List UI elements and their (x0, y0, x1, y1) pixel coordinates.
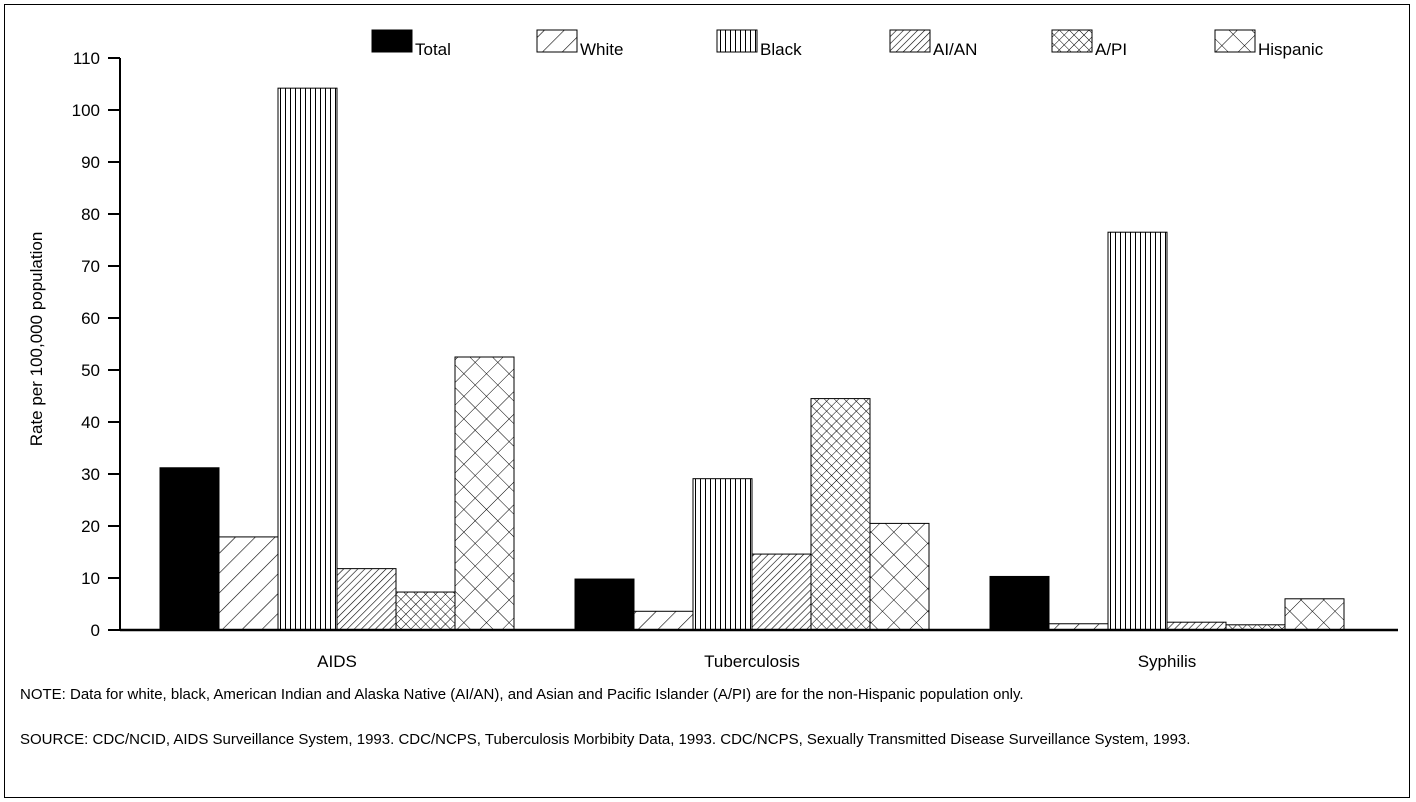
bar-tuberculosis-black (692, 478, 753, 631)
y-tick-label: 90 (81, 153, 100, 172)
y-tick-label: 40 (81, 413, 100, 432)
bar-syphilis-total (989, 575, 1050, 631)
legend-label-white: White (580, 40, 623, 59)
legend-swatch-a-pi (1051, 29, 1093, 53)
figure-frame (4, 4, 1410, 798)
legend-label-hispanic: Hispanic (1258, 40, 1324, 59)
bar-tuberculosis-ai-an (751, 553, 812, 631)
legend: Total White Black AI/AN A/PI Hispanic (371, 29, 1324, 59)
bar-aids-black (277, 87, 338, 631)
y-tick-label: 0 (91, 621, 100, 640)
x-category-label: Syphilis (1138, 652, 1197, 671)
source-text: SOURCE: CDC/NCID, AIDS Surveillance Syst… (20, 731, 1191, 748)
legend-label-black: Black (760, 40, 802, 59)
legend-label-ai-an: AI/AN (933, 40, 977, 59)
bar-tuberculosis-total (574, 578, 635, 631)
legend-swatch-hispanic (1214, 29, 1256, 53)
bar-aids-ai-an (336, 568, 397, 631)
y-axis-label: Rate per 100,000 population (27, 232, 46, 447)
bar-aids-total (159, 467, 220, 631)
bar-chart: Total White Black AI/AN A/PI Hispanic 0 10 20 30… (27, 29, 1398, 671)
y-tick-label: 60 (81, 309, 100, 328)
bar-syphilis-black (1107, 231, 1168, 631)
bar-aids-hispanic (454, 356, 515, 631)
y-tick-label: 110 (73, 49, 100, 68)
x-category-label: Tuberculosis (704, 652, 800, 671)
axes-group: 0 10 20 30 40 50 60 70 80 90 100 110 Rate per 100,00… (27, 49, 1398, 671)
bar-tuberculosis-a-pi (810, 398, 871, 631)
y-tick-label: 100 (72, 101, 100, 120)
bars-group (159, 87, 1345, 631)
y-tick-label: 20 (81, 517, 100, 536)
bar-tuberculosis-white (633, 610, 694, 631)
bar-aids-white (218, 536, 279, 631)
y-tick-label: 50 (81, 361, 100, 380)
bar-syphilis-hispanic (1284, 598, 1345, 631)
y-tick-label: 70 (81, 257, 100, 276)
y-tick-label: 80 (81, 205, 100, 224)
y-tick-label: 10 (81, 569, 100, 588)
bar-aids-a-pi (395, 591, 456, 631)
legend-swatch-ai-an (889, 29, 931, 53)
note-text: NOTE: Data for white, black, American In… (20, 686, 1024, 703)
legend-swatch-total (371, 29, 413, 53)
y-tick-label: 30 (81, 465, 100, 484)
legend-label-total: Total (415, 40, 451, 59)
bar-tuberculosis-hispanic (869, 522, 930, 631)
legend-label-a-pi: A/PI (1095, 40, 1127, 59)
x-category-label: AIDS (317, 652, 357, 671)
legend-swatch-black (716, 29, 758, 53)
legend-swatch-white (536, 29, 578, 53)
